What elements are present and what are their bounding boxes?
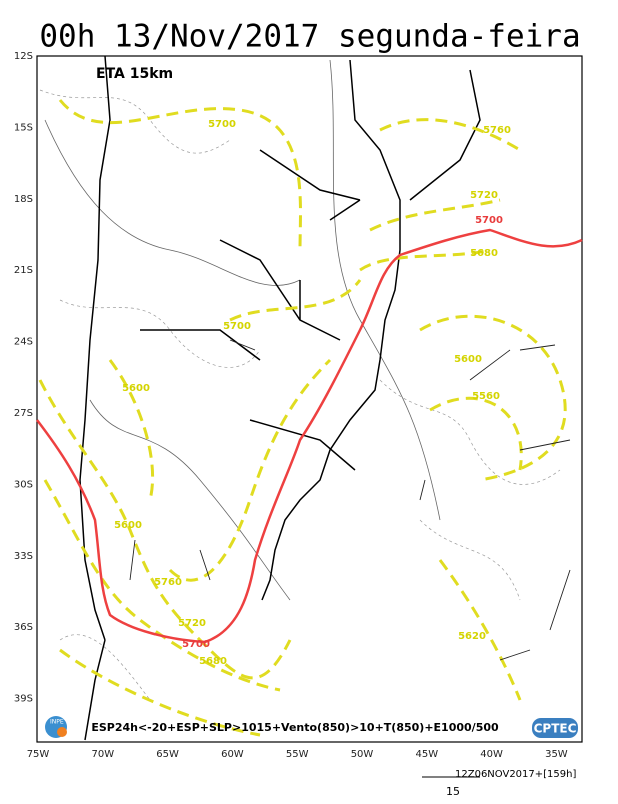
lon-label: 35W — [545, 749, 568, 760]
lon-label: 50W — [351, 749, 374, 760]
title: 00h 13/Nov/2017 segunda-feira — [39, 19, 580, 55]
contour-labels: 5700 5760 5720 5700 5680 5700 5600 5560 5600 5600… — [114, 119, 511, 667]
lat-label: 12S — [14, 51, 33, 62]
inpe-logo-text: INPE — [50, 719, 64, 726]
lon-labels: 75W 70W 65W 60W 55W 50W 45W 40W 35W — [27, 749, 568, 760]
lat-label: 21S — [14, 265, 33, 276]
model-label: ETA 15km — [96, 66, 173, 82]
lat-label: 24S — [14, 337, 33, 348]
thin-contours — [39, 89, 561, 701]
cptec-logo-text: CPTEC — [534, 722, 577, 736]
contour-label: 5680 — [199, 656, 227, 667]
terrain-contours — [44, 59, 441, 601]
map: ETA 15km 12S15S18S21S24S27S30S33S36S39S … — [14, 51, 583, 760]
cptec-logo — [532, 718, 578, 738]
lat-label: 18S — [14, 194, 33, 205]
lat-label: 27S — [14, 408, 33, 419]
caption: ESP24h<-20+ESP+SLP>1015+Vento(850)>10+T(… — [91, 721, 499, 734]
contour-label: 5620 — [458, 631, 486, 642]
contour-label: 5760 — [154, 577, 182, 588]
contour-label: 5700 — [208, 119, 236, 130]
contour-label: 5560 — [472, 391, 500, 402]
inpe-logo-dot — [57, 727, 67, 737]
contour-label: 5600 — [122, 383, 150, 394]
contour-label: 5700 — [223, 321, 251, 332]
lat-label: 39S — [14, 694, 33, 705]
lon-label: 70W — [91, 749, 114, 760]
lat-label: 15S — [14, 122, 33, 133]
contour-5700 — [36, 228, 583, 644]
lon-label: 40W — [480, 749, 503, 760]
lat-labels: 12S 15S 18S 21S 24S 27S 30S 33S 36S 39S — [14, 51, 33, 705]
lon-label: 60W — [221, 749, 244, 760]
contour-label: 5720 — [178, 618, 206, 629]
lon-label: 55W — [286, 749, 309, 760]
lat-label: 33S — [14, 551, 33, 562]
contour-label: 5700 — [475, 215, 503, 226]
contour-label: 5680 — [470, 248, 498, 259]
contour-label: 5600 — [114, 520, 142, 531]
vector-scale: 15 — [446, 785, 460, 798]
contour-label: 5760 — [483, 125, 511, 136]
contour-label: 5600 — [454, 354, 482, 365]
contour-label: 5720 — [470, 190, 498, 201]
lon-label: 45W — [415, 749, 438, 760]
map-frame — [36, 55, 583, 743]
run-info: 12Z06NOV2017+[159h] — [455, 769, 576, 780]
lon-label: 65W — [156, 749, 179, 760]
lat-label: 36S — [14, 622, 33, 633]
wind-vectors — [129, 339, 571, 661]
borders — [79, 55, 481, 741]
contour-label: 5700 — [182, 639, 210, 650]
lat-label: 30S — [14, 479, 33, 490]
lon-label: 75W — [27, 749, 50, 760]
